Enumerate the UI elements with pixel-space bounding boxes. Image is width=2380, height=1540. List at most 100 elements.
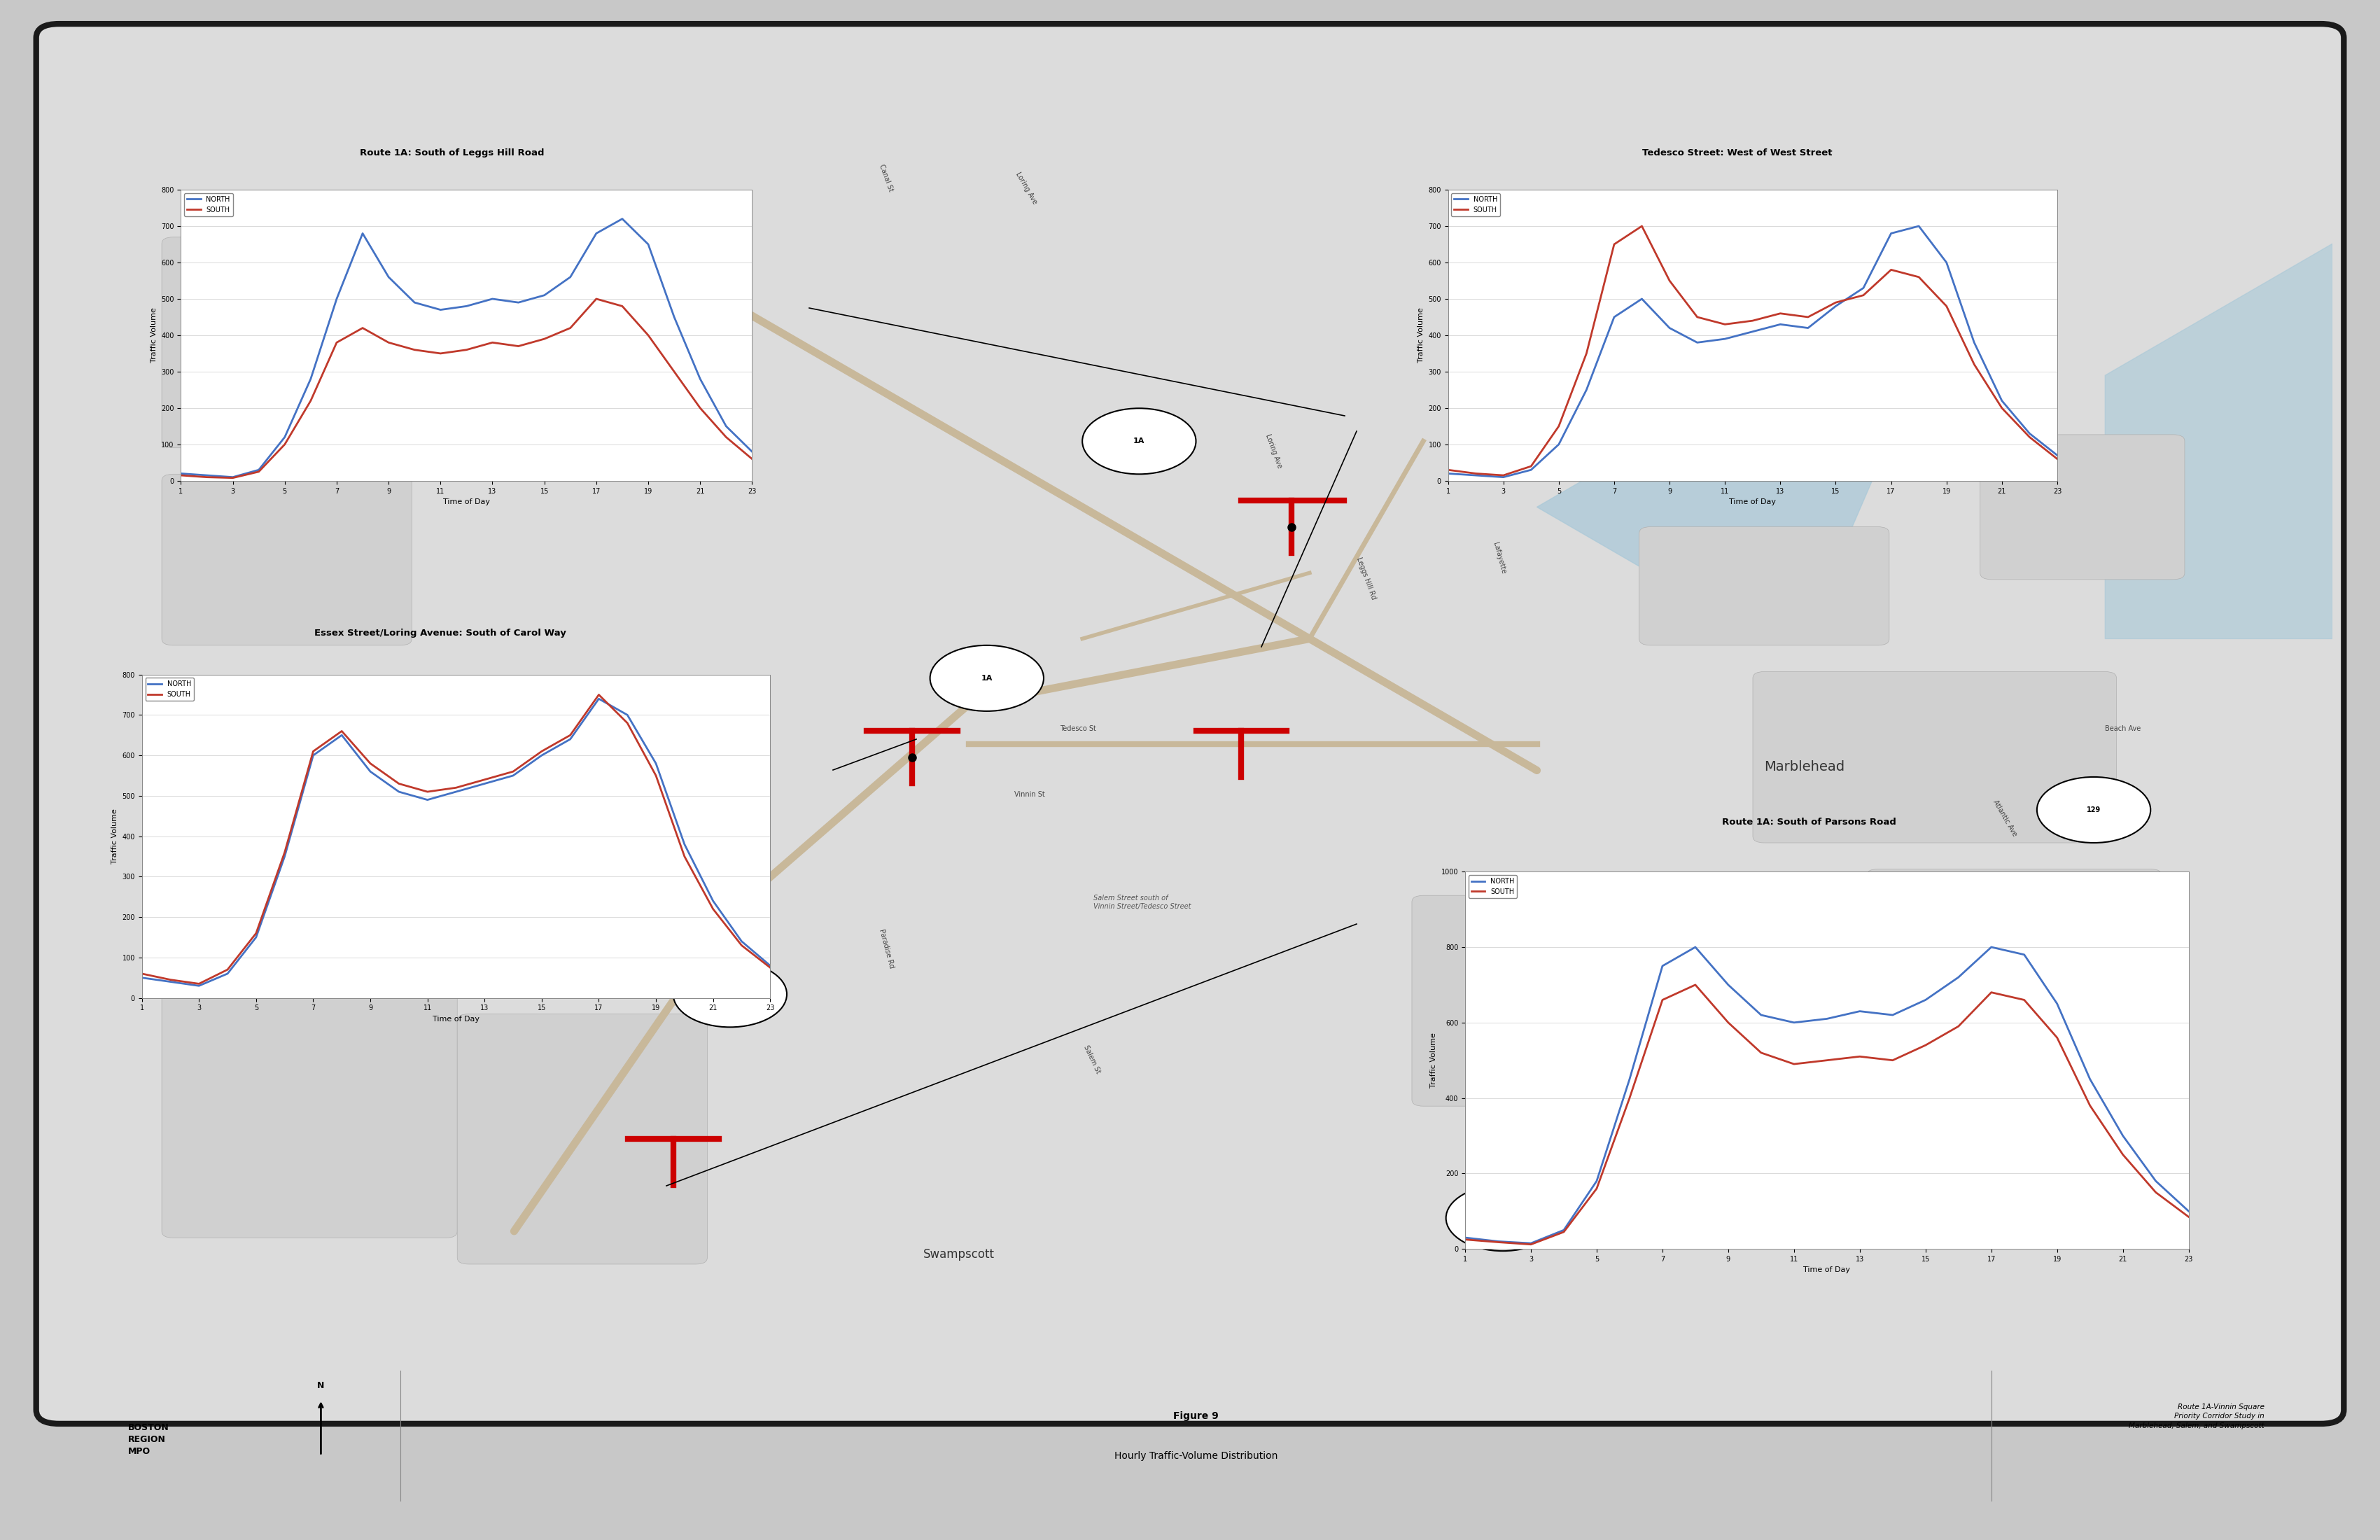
Text: Essex Street/Loring Avenue: South of Carol Way: Essex Street/Loring Avenue: South of Car… [314,628,566,638]
NORTH [633,236,662,254]
SOUTH [1680,976,1709,995]
NORTH [685,370,714,388]
X-axis label: Time of Day: Time of Day [433,1015,478,1023]
NORTH [1711,330,1740,348]
SOUTH [478,333,507,351]
FancyBboxPatch shape [457,1013,707,1264]
SOUTH [1714,1013,1742,1032]
FancyBboxPatch shape [1866,869,2161,1041]
NORTH [2011,946,2040,964]
X-axis label: Time of Day: Time of Day [443,499,490,505]
NORTH [1490,468,1518,487]
NORTH [2142,1172,2171,1190]
SOUTH [271,844,300,862]
Text: Route 1A-Vinnin Square
Priority Corridor Study in
Marblehead, Salem, and Swampsc: Route 1A-Vinnin Square Priority Corridor… [2128,1403,2263,1429]
SOUTH [643,767,671,785]
SOUTH [414,782,443,801]
SOUTH [1780,1055,1809,1073]
NORTH [1714,976,1742,995]
Text: Hourly Traffic-Volume Distribution: Hourly Traffic-Volume Distribution [1114,1451,1278,1460]
NORTH [2075,1070,2104,1089]
Legend: NORTH, SOUTH: NORTH, SOUTH [1452,192,1499,216]
SOUTH [2042,1029,2071,1047]
NORTH [1461,467,1490,485]
SOUTH [1911,1036,1940,1055]
NORTH [1766,316,1795,334]
NORTH [1933,253,1961,271]
SOUTH [300,742,328,761]
Text: Figure 9: Figure 9 [1173,1412,1219,1421]
Circle shape [931,645,1045,711]
NORTH [1849,279,1878,297]
SOUTH [271,436,300,454]
NORTH [414,790,443,809]
NORTH [1516,460,1545,479]
NORTH [738,442,766,460]
NORTH [1654,319,1683,337]
NORTH [1821,297,1849,316]
X-axis label: Time of Day: Time of Day [1730,499,1775,505]
NORTH [186,976,214,995]
Text: 1A: 1A [1133,437,1145,445]
SOUTH [1766,305,1795,323]
Line: SOUTH: SOUTH [1447,226,2056,476]
Circle shape [674,961,788,1027]
SOUTH [1599,236,1628,254]
SOUTH [386,775,414,793]
Polygon shape [2104,243,2332,639]
FancyBboxPatch shape [186,698,388,842]
Legend: NORTH, SOUTH: NORTH, SOUTH [145,678,193,701]
SOUTH [1461,464,1490,482]
NORTH [298,370,326,388]
NORTH [1747,1006,1775,1024]
Line: NORTH: NORTH [181,219,752,477]
NORTH [712,417,740,436]
SOUTH [1711,316,1740,334]
SOUTH [1878,1050,1906,1069]
NORTH [2016,424,2044,442]
NORTH [243,929,271,947]
NORTH [1616,1070,1645,1089]
SOUTH [2075,1096,2104,1115]
NORTH [1944,969,1973,987]
Text: Tedesco St: Tedesco St [1059,725,1095,733]
Text: BOSTON
REGION
MPO: BOSTON REGION MPO [129,1423,169,1455]
SOUTH [585,685,614,704]
NORTH [1549,1221,1578,1240]
NORTH [471,775,500,793]
NORTH [607,209,635,228]
Text: Tedesco Street: West of West Street: Tedesco Street: West of West Street [1642,148,1833,157]
SOUTH [1583,1180,1611,1198]
SOUTH [583,290,612,308]
SOUTH [1516,1235,1545,1254]
Text: Salem Street south of
Vinnin Street/Tedesco Street: Salem Street south of Vinnin Street/Tede… [1095,895,1192,910]
NORTH [1599,308,1628,326]
NORTH [386,782,414,801]
NORTH [1483,1232,1511,1250]
NORTH [1780,1013,1809,1032]
NORTH [728,932,757,950]
NORTH [452,297,481,316]
Y-axis label: Traffic Volume: Traffic Volume [150,308,157,363]
SOUTH [157,970,186,989]
SOUTH [245,462,274,480]
Text: Canal St: Canal St [878,163,895,192]
NORTH [1680,938,1709,956]
NORTH [271,428,300,447]
NORTH [2109,1127,2137,1146]
NORTH [1978,938,2006,956]
SOUTH [614,715,643,733]
SOUTH [500,762,528,781]
NORTH [426,300,455,319]
NORTH [1583,1172,1611,1190]
SOUTH [1944,1016,1973,1035]
SOUTH [167,467,195,485]
Text: 1A: 1A [724,990,735,998]
SOUTH [193,468,221,487]
SOUTH [1654,271,1683,290]
Text: Loring Ave: Loring Ave [1264,433,1283,470]
Circle shape [1447,1186,1559,1250]
NORTH [167,464,195,482]
NORTH [2042,995,2071,1013]
Text: Loring Ave: Loring Ave [1014,171,1038,206]
